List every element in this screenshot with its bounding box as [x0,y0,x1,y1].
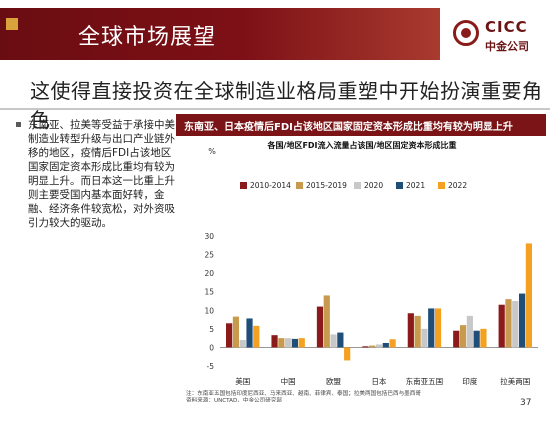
bar-1 [226,323,233,348]
bar-2 [505,299,512,348]
legend-swatch [240,182,247,189]
y-tick-label: 5 [209,325,214,334]
y-tick-label: 30 [204,232,214,241]
commentary-text: 东南亚、拉美等受益于承接中美制造业转型升级与出口产业链外移的地区，疫情后FDI占… [28,119,175,229]
bar-5 [253,325,260,348]
bar-2 [369,345,376,348]
slide-subtitle: 这使得直接投资在全球制造业格局重塑中开始扮演重要角色 [30,79,543,132]
bar-3 [285,338,292,348]
chart-header-text: 东南亚、日本疫情后FDI占该地区国家固定资本形成比重均有较为明显上升 [184,122,513,133]
bar-2 [278,338,285,348]
legend-swatch [296,182,303,189]
bar-1 [498,304,505,348]
bar-3 [330,334,337,348]
title-banner: 全球市场展望 [0,8,440,60]
bar-5 [480,328,487,348]
bar-2 [323,295,330,348]
x-tick-label: 欧盟 [326,376,341,386]
bullet-icon [16,122,21,127]
chart-source: 资料来源：UNCTAD，中金公司研究部 [186,396,282,402]
y-tick-label: 0 [209,343,214,352]
y-tick-label: 20 [204,269,214,278]
x-tick-label: 东南亚五国 [406,376,444,386]
bar-1 [316,306,324,348]
legend-label: 2022 [448,181,467,190]
bar-4 [518,293,526,348]
x-tick-label: 美国 [235,376,250,386]
x-tick-label: 印度 [462,376,477,386]
bar-4 [246,318,253,348]
bar-3 [239,340,246,348]
legend-swatch [354,182,361,189]
chart-header: 东南亚、日本疫情后FDI占该地区国家固定资本形成比重均有较为明显上升 [176,114,546,136]
legend-label: 2021 [406,181,425,190]
y-tick-label: -5 [207,362,215,371]
top-bar: 全球市场展望 CICC 中金公司 [0,0,550,80]
bar-5 [344,347,351,361]
y-axis-label: % [208,147,216,156]
bar-4 [428,308,435,348]
bar-3 [512,301,519,348]
bar-chart: 各国/地区FDI流入流量占该国/地区固定资本形成比重% -5 0 5 10 15 20 25 3… [186,140,538,402]
legend-label: 2015-2019 [306,181,347,190]
legend-swatch [438,182,445,189]
cicc-logo-icon [453,20,479,46]
bar-1 [407,313,414,348]
bar-3 [375,344,383,348]
legend-label: 2020 [364,181,383,190]
page-title: 全球市场展望 [78,25,217,50]
bar-2 [414,315,421,348]
bar-5 [298,338,305,348]
bar-4 [382,342,389,348]
bar-4 [473,330,480,348]
bar-1 [453,330,460,348]
x-tick-label: 日本 [372,376,387,386]
bar-2 [232,316,240,348]
chart-note: 注：东南亚五国包括印度尼西亚、马来西亚、越南、菲律宾、泰国；拉美两国包括巴西与墨… [186,389,421,397]
legend-swatch [396,182,403,189]
logo-text-cn: 中金公司 [485,40,529,53]
chart-title: 各国/地区FDI流入流量占该国/地区固定资本形成比重 [267,140,457,150]
banner-square-icon [6,18,18,30]
y-tick-label: 10 [204,306,214,315]
bar-1 [362,346,369,348]
x-tick-label: 中国 [281,376,296,386]
bar-5 [434,308,442,348]
left-commentary: 东南亚、拉美等受益于承接中美制造业转型升级与出口产业链外移的地区，疫情后FDI占… [16,118,176,230]
x-tick-label: 拉美两国 [500,376,530,386]
divider [0,108,550,110]
bar-1 [271,335,278,348]
legend-label: 2010-2014 [250,181,291,190]
bar-5 [389,339,396,348]
bar-4 [291,338,299,348]
bar-5 [525,243,532,348]
page-number: 37 [520,398,532,408]
y-tick-label: 25 [204,251,214,260]
bar-2 [459,325,467,348]
bar-3 [466,315,473,348]
bar-4 [337,332,344,348]
y-tick-label: 15 [204,288,214,297]
bar-3 [421,328,428,348]
cicc-logo: CICC 中金公司 [445,8,545,60]
logo-text-en: CICC [485,18,528,36]
